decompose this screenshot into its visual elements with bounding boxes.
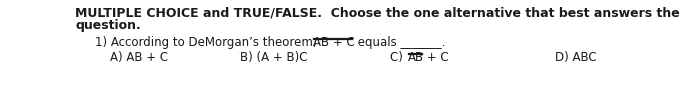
Text: AB + C: AB + C — [313, 36, 355, 49]
Text: MULTIPLE CHOICE and TRUE/FALSE.  Choose the one alternative that best answers th: MULTIPLE CHOICE and TRUE/FALSE. Choose t… — [75, 6, 680, 19]
Text: question.: question. — [75, 19, 141, 32]
Text: C): C) — [390, 51, 407, 64]
Text: B) (A + B)C: B) (A + B)C — [240, 51, 307, 64]
Text: A) AB + C: A) AB + C — [110, 51, 168, 64]
Text: 1) According to DeMorgan’s theorem,: 1) According to DeMorgan’s theorem, — [95, 36, 321, 49]
Text: D) ABC: D) ABC — [555, 51, 596, 64]
Text: + C: + C — [423, 51, 449, 64]
Text: AB: AB — [408, 51, 424, 64]
Text: equals _______.: equals _______. — [354, 36, 445, 49]
